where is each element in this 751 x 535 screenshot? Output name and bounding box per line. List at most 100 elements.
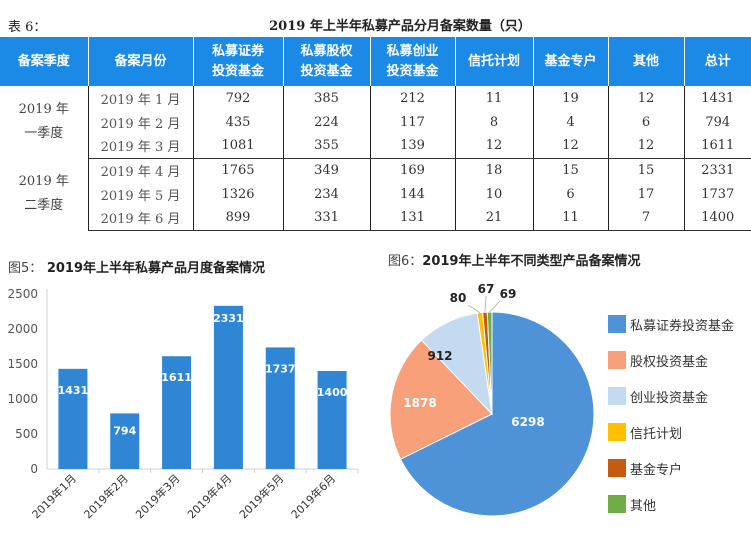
table-row: 2019 年一季度 2019 年 1 月 792 385 212 11 19 12 1431	[0, 86, 751, 158]
value-cell: 349	[283, 158, 371, 182]
column-header-line: 信托计划	[467, 53, 520, 69]
bar-data-label: 1737	[265, 362, 296, 375]
legend-swatch	[608, 351, 626, 369]
table-caption-label: 表 6：	[8, 20, 47, 35]
legend-item: 私募证券投资基金	[608, 306, 734, 342]
value-cell: 117	[370, 110, 456, 134]
pie-data-label: 6298	[511, 415, 544, 429]
bar	[213, 305, 243, 469]
month-cell: 2019 年 2 月	[88, 110, 194, 134]
x-tick-label: 2019年6月	[288, 471, 338, 521]
bar-data-label: 2331	[213, 312, 244, 325]
quarter-label: 2019 年	[18, 174, 69, 189]
value-cell: 7	[608, 206, 685, 231]
month-cell: 2019 年 3 月	[88, 134, 194, 159]
filing-table: 备案季度 备案月份 私募证券 投资基金 私募股权投资基金 私募创业 投资基金 信托计划 基金专户…	[0, 37, 751, 231]
bar-data-label: 1400	[317, 386, 348, 399]
column-header: 其他	[608, 37, 685, 86]
x-tick-label: 2019年3月	[133, 471, 183, 521]
quarter-label: 二季度	[24, 198, 64, 213]
bar	[58, 368, 88, 469]
value-cell: 18	[455, 158, 534, 182]
column-header-line: 总计	[704, 53, 731, 69]
legend-swatch	[608, 387, 626, 405]
column-header-line: 投资基金	[386, 63, 439, 79]
pie-leader-line	[489, 300, 501, 313]
column-header-line: 私募股权	[300, 43, 353, 59]
pie-data-label: 80	[450, 291, 467, 305]
column-header-line: 备案季度	[17, 53, 70, 69]
legend-item: 创业投资基金	[608, 378, 734, 414]
pie-chart-fig-label: 图6：	[388, 254, 423, 269]
value-cell: 15	[533, 158, 609, 182]
column-header: 私募证券 投资基金	[193, 37, 284, 86]
y-tick-label: 2000	[7, 322, 38, 336]
column-header: 私募创业 投资基金	[370, 37, 456, 86]
table-row: 2019 年 5 月 1326 234 144 10 6 17 1737	[0, 182, 751, 206]
legend-item: 基金专户	[608, 450, 734, 486]
pie-chart-title-text: 2019年上半年不同类型产品备案情况	[422, 254, 641, 269]
column-header: 备案季度	[0, 37, 89, 86]
value-cell: 435	[193, 110, 284, 134]
pie-chart-title: 图6：2019年上半年不同类型产品备案情况	[388, 250, 640, 269]
y-tick-label: 0	[30, 462, 38, 476]
pie-legend: 私募证券投资基金股权投资基金创业投资基金 信托计划基金专户其他	[608, 306, 734, 522]
bar-data-label: 794	[113, 424, 136, 437]
x-tick-label: 2019年4月	[184, 471, 234, 521]
value-cell: 1431	[701, 90, 735, 106]
legend-item: 信托计划	[608, 414, 734, 450]
value-cell: 12	[533, 134, 609, 159]
legend-item: 股权投资基金	[608, 342, 734, 378]
column-header: 信托计划	[455, 37, 534, 86]
value-cell: 355	[283, 134, 371, 159]
month-cell: 2019 年 5 月	[88, 182, 194, 206]
quarter-cell: 2019 年二季度	[0, 158, 89, 230]
y-tick-label: 1500	[7, 357, 38, 371]
value-cell: 6	[533, 182, 609, 206]
x-tick-label: 2019年2月	[81, 471, 131, 521]
value-cell: 6	[608, 110, 685, 134]
pie-slice	[486, 311, 493, 415]
x-tick-label: 2019年5月	[236, 471, 286, 521]
value-cell: 12	[608, 134, 685, 159]
column-header-line: 备案月份	[114, 53, 167, 69]
table-row: 2019 年 6 月 899 331 131 21 11 7 1400	[0, 206, 751, 231]
x-tick-label: 2019年1月	[29, 471, 79, 521]
legend-item: 其他	[608, 486, 734, 522]
quarter-label: 一季度	[24, 126, 64, 141]
legend-label: 创业投资基金	[630, 390, 709, 406]
column-header-line: 私募证券	[211, 43, 264, 59]
quarter-cell: 2019 年一季度	[0, 86, 89, 158]
legend-swatch	[608, 459, 626, 477]
value-cell: 169	[370, 158, 456, 182]
y-tick-label: 1000	[7, 392, 38, 406]
value-cell: 4	[533, 110, 609, 134]
pie-leader-line	[484, 295, 487, 313]
value-cell: 17	[608, 182, 685, 206]
value-cell: 8	[455, 110, 534, 134]
table-row: 2019 年二季度 2019 年 4 月 1765 349 169 18 15 15 2331	[0, 158, 751, 230]
column-header-line: 基金专户	[544, 53, 597, 69]
legend-swatch	[608, 423, 626, 441]
column-header-line: 其他	[632, 53, 659, 69]
legend-label: 私募证券投资基金	[630, 318, 735, 334]
bar-chart-title: 图5： 2019年上半年私募产品月度备案情况	[8, 257, 265, 276]
month-cell: 2019 年 1 月	[88, 86, 194, 110]
y-tick-label: 500	[15, 427, 38, 441]
bar	[110, 413, 140, 469]
value-cell: 1611	[684, 134, 751, 159]
table-title: 2019 年上半年私募产品分月备案数量（只）	[269, 19, 531, 34]
bar	[162, 356, 192, 469]
legend-swatch	[608, 315, 626, 333]
value-cell: 1400	[684, 206, 751, 231]
value-cell: 12	[608, 86, 685, 110]
value-cell: 11	[533, 206, 609, 231]
value-cell: 1765	[193, 158, 284, 182]
bar	[317, 371, 347, 469]
pie-data-label: 912	[427, 349, 452, 363]
legend-label: 其他	[630, 498, 657, 514]
value-cell: 11	[455, 86, 534, 110]
legend-label: 信托计划	[630, 426, 683, 442]
y-tick-label: 2500	[7, 287, 38, 301]
